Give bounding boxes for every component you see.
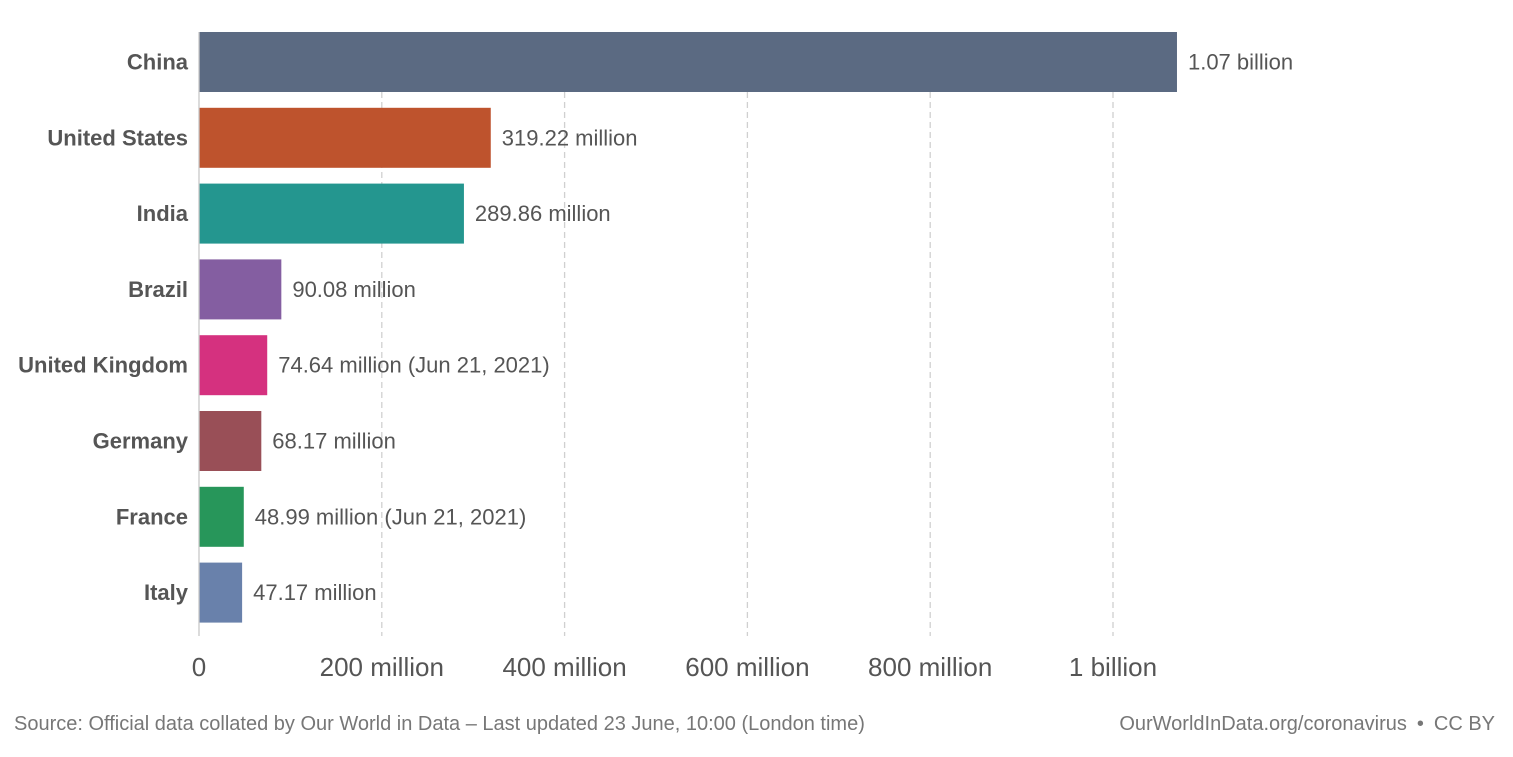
separator-dot: •	[1416, 712, 1424, 735]
value-label: 1.07 billion	[1188, 50, 1293, 75]
value-label: 68.17 million	[272, 429, 396, 454]
bar[interactable]	[199, 335, 268, 396]
country-label: United Kingdom	[18, 353, 188, 378]
source-link[interactable]: OurWorldInData.org/coronavirus	[1119, 712, 1407, 735]
bar[interactable]	[199, 107, 491, 168]
x-tick-label: 800 million	[868, 652, 992, 682]
bar[interactable]	[199, 32, 1177, 92]
footer-right: OurWorldInData.org/coronavirus • CC BY	[1119, 713, 1495, 736]
value-label: 74.64 million (Jun 21, 2021)	[278, 353, 550, 378]
country-label: China	[127, 50, 189, 75]
x-axis-ticks: 0 200 million 400 million 600 million 800 mi…	[192, 652, 1157, 682]
x-tick-label: 200 million	[320, 652, 444, 682]
x-tick-label: 600 million	[685, 652, 809, 682]
grid-layer	[381, 32, 1114, 636]
value-label: 289.86 million	[475, 201, 611, 226]
bar-chart: China 1.07 billion United States 319.22 mil…	[18, 32, 1293, 682]
x-tick-label: 1 billion	[1069, 652, 1157, 682]
bars-layer: China 1.07 billion United States 319.22 mil…	[18, 32, 1293, 623]
country-label: Italy	[144, 580, 189, 605]
x-tick-label: 400 million	[502, 652, 626, 682]
country-label: United States	[47, 125, 188, 150]
country-label: India	[137, 201, 189, 226]
bar[interactable]	[199, 411, 262, 471]
source-note: Source: Official data collated by Our Wo…	[14, 712, 865, 735]
value-label: 47.17 million	[253, 580, 377, 605]
country-label: Brazil	[128, 277, 188, 302]
bar[interactable]	[199, 486, 244, 547]
value-label: 48.99 million (Jun 21, 2021)	[255, 504, 527, 529]
country-label: Germany	[93, 429, 189, 454]
chart-footer: Source: Official data collated by Our Wo…	[14, 708, 1495, 740]
license-label[interactable]: CC BY	[1433, 712, 1495, 735]
value-label: 319.22 million	[502, 125, 638, 150]
value-label: 90.08 million	[292, 277, 416, 302]
bar[interactable]	[199, 259, 282, 320]
bar[interactable]	[199, 562, 243, 623]
x-tick-label: 0	[192, 652, 206, 682]
country-label: France	[116, 504, 188, 529]
bar[interactable]	[199, 183, 464, 244]
